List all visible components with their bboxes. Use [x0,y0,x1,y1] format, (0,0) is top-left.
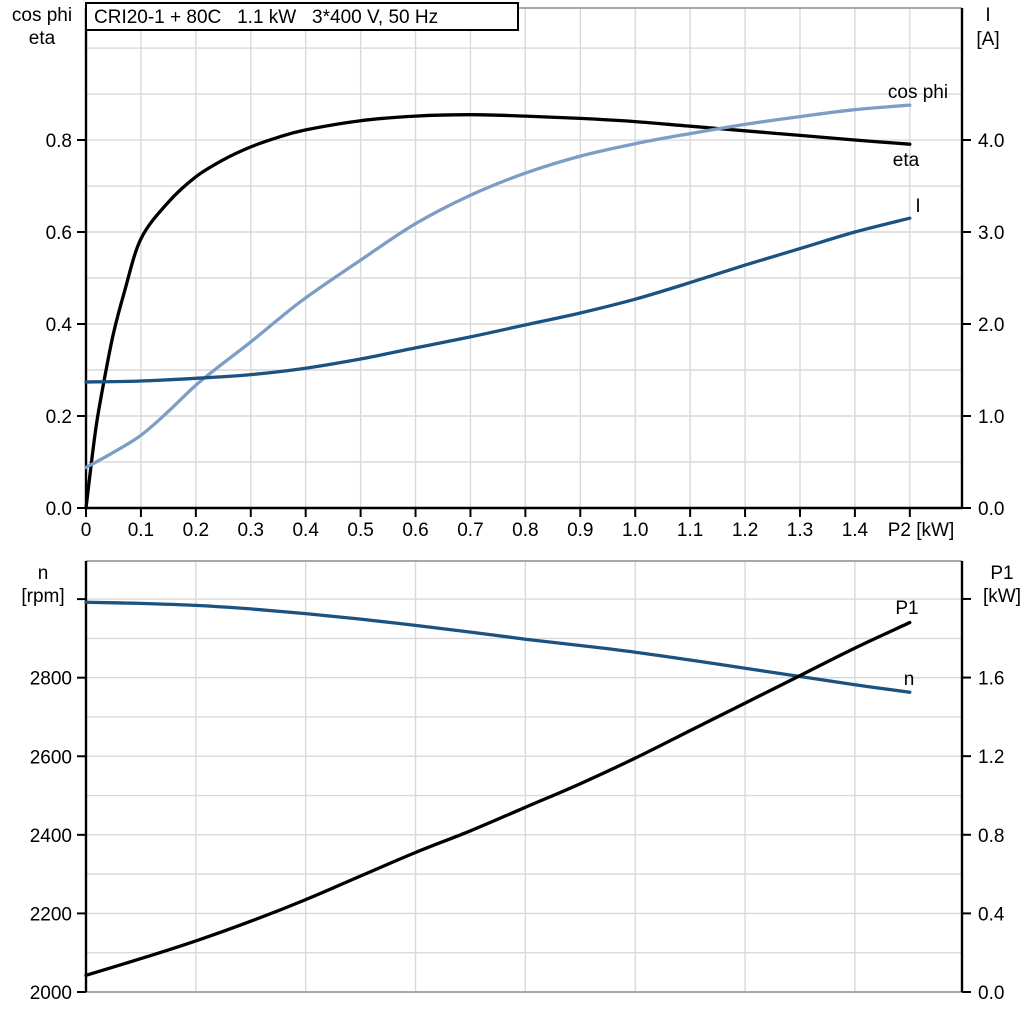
chart-title: CRI20-1 + 80C 1.1 kW 3*400 V, 50 Hz [94,7,438,28]
y-right-tick-label: 4.0 [978,131,1004,152]
cos_phi-curve [84,103,912,470]
x-tick-label: 0.7 [457,520,483,541]
x-tick-label: 0.4 [292,520,319,541]
y-left-tick-label: 2000 [30,983,72,1004]
current-curve-label: I [915,196,920,217]
y-left-tick-label: 0.6 [46,223,72,244]
top-left-axis-title-line2: eta [29,28,56,49]
y-left-tick-label: 2400 [30,826,72,847]
y-right-tick-label: 0.0 [978,983,1004,1004]
y-right-tick-label: 1.6 [978,669,1004,690]
top-left-axis-title-line1: cos phi [12,5,72,26]
eta-curve-label: eta [893,150,920,171]
y-right-tick-label: 3.0 [978,223,1004,244]
top-right-axis-title-line2: [A] [976,29,999,50]
n-curve-label: n [904,669,915,690]
x-tick-label: 1.0 [622,520,648,541]
x-tick-label: 1.4 [842,520,869,541]
y-left-tick-label: 0.2 [46,407,72,428]
top-right-axis-title-line1: I [985,5,990,26]
y-right-tick-label: 2.0 [978,315,1004,336]
current-curve [84,216,912,384]
y-right-tick-label: 0.4 [978,904,1005,925]
y-left-tick-label: 0.4 [46,315,73,336]
y-left-tick-label: 2200 [30,904,72,925]
p1-curve-label: P1 [895,598,918,619]
bottom-left-axis-title-line2: [rpm] [21,586,64,607]
top-chart: 0 0.1 0.2 0.3 0.4 0.5 0.6 0.7 0.8 0.9 1.0 1.1 1.2 1.3… [46,7,1004,541]
y-left-tick-label: 0.8 [46,131,72,152]
bottom-right-axis-title-line1: P1 [990,563,1013,584]
y-right-tick-label: 1.2 [978,747,1004,768]
x-tick-label: 0.5 [347,520,373,541]
y-right-tick-label: 0.8 [978,826,1004,847]
x-tick-label: 0.3 [238,520,264,541]
y-right-tick-label: 0.0 [978,499,1004,520]
speed-curve [84,600,912,694]
cos-phi-curve-label: cos phi [888,82,948,103]
x-tick-label: 1.1 [677,520,703,541]
bottom-chart: 2000 2200 2400 2600 2800 0.0 0.4 0.8 1.2 1.6 [30,560,1005,1004]
bottom-right-axis-title-line2: [kW] [983,586,1021,607]
eta-curve [84,113,912,510]
x-tick-label: 1.3 [787,520,813,541]
y-left-tick-label: 2600 [30,747,72,768]
bottom-left-axis-title-line1: n [38,563,49,584]
y-left-tick-label: 2800 [30,669,72,690]
title-box [85,2,519,31]
x-tick-label: 0.9 [567,520,593,541]
x-tick-label: 0.2 [183,520,209,541]
p1-curve [84,620,912,977]
x-tick-label: 0.1 [128,520,154,541]
x-tick-label: 0 [81,520,92,541]
x-tick-label: 1.2 [732,520,758,541]
y-right-tick-label: 1.0 [978,407,1004,428]
x-tick-label: 0.8 [512,520,538,541]
y-left-tick-label: 0.0 [46,499,72,520]
x-tick-label: 0.6 [402,520,428,541]
x-axis-title: P2 [kW] [888,520,955,541]
